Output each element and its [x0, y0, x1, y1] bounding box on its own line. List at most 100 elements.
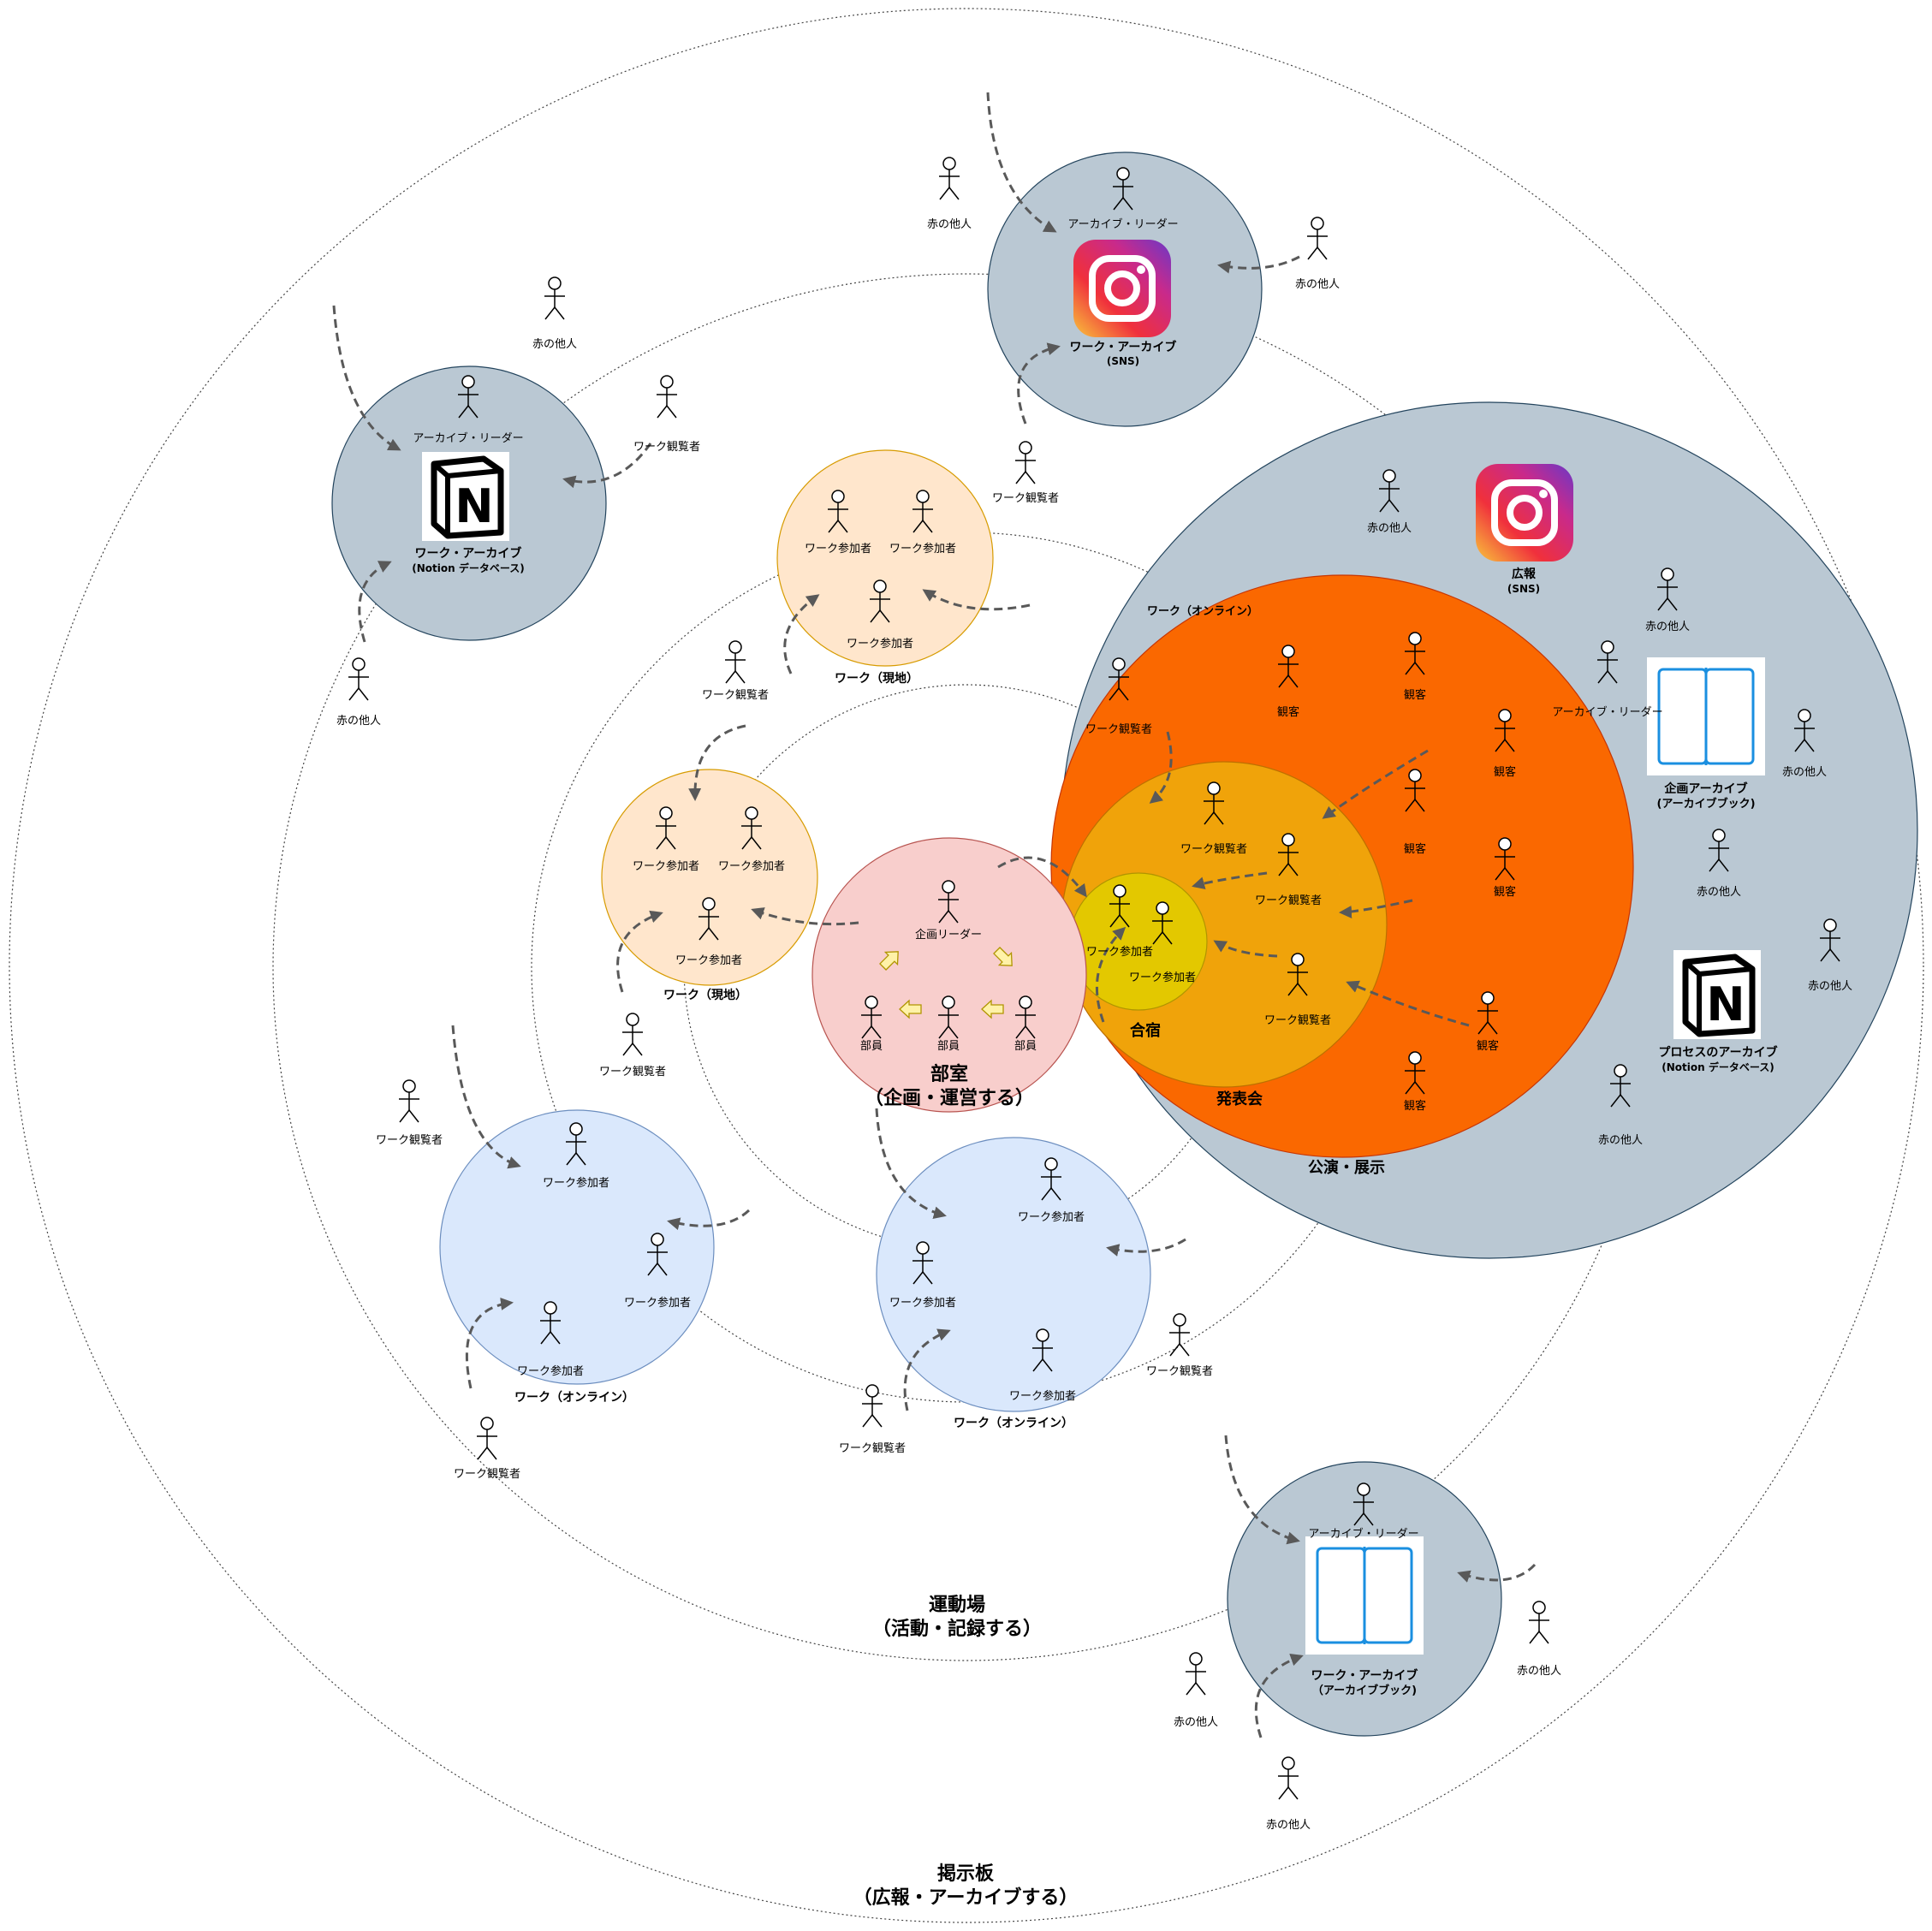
work-online-circle-1 — [439, 1109, 715, 1385]
label-work-genchi-1: ワーク（現地） — [835, 671, 918, 686]
label-notion-archive-sub: (Notion データベース) — [412, 561, 524, 574]
flow-arrow — [358, 561, 392, 643]
actor-icon — [861, 1384, 883, 1428]
flow-arrow — [1224, 1435, 1300, 1545]
flow-arrow — [1106, 1238, 1186, 1257]
label-happyo: 発表会 — [1216, 1090, 1263, 1108]
archive-book-icon — [1645, 656, 1767, 777]
flow-arrow — [1213, 940, 1278, 958]
subtitle-keijiban: （広報・アーカイブする） — [853, 1886, 1079, 1909]
actor-icon — [1014, 441, 1037, 484]
flow-arrow — [1017, 342, 1061, 425]
notion-icon — [422, 452, 509, 541]
ring-keijiban — [9, 8, 1924, 1923]
actor-icon — [1185, 1652, 1207, 1696]
subtitle-undojo: （活動・記録する） — [872, 1618, 1042, 1640]
role-label: ワーク参加者 — [633, 859, 699, 873]
label-koen: 公演・展示 — [1308, 1158, 1385, 1177]
role-label: 赤の他人 — [1367, 522, 1412, 535]
work-online-circle-2 — [876, 1137, 1151, 1412]
role-label: アーカイブ・リーダー — [1308, 1527, 1418, 1541]
flow-arrow — [986, 92, 1057, 233]
role-label: ワーク観覧者 — [1180, 842, 1247, 856]
role-label: 赤の他人 — [1645, 621, 1690, 633]
role-label: 観客 — [1404, 842, 1426, 856]
instagram-icon — [1476, 464, 1573, 561]
actor-icon — [544, 276, 566, 320]
role-label: ワーク参加者 — [675, 954, 742, 967]
flow-arrow — [1339, 899, 1413, 918]
role-label: アーカイブ・リーダー — [1067, 217, 1178, 231]
label-book-archive: ワーク・アーカイブ — [1311, 1668, 1418, 1683]
role-label: ワーク観覧者 — [1264, 1013, 1331, 1027]
role-label: 赤の他人 — [1808, 980, 1852, 993]
role-label: ワーク参加者 — [805, 542, 871, 556]
role-label: ワーク観覧者 — [1085, 722, 1152, 736]
flow-arrow — [667, 1209, 751, 1231]
label-work-online-2: ワーク（オンライン） — [954, 1417, 1073, 1430]
label-work-online-big: ワーク（オンライン） — [1147, 604, 1258, 618]
role-label: ワーク参加者 — [889, 542, 956, 556]
label-kikaku-archive: 企画アーカイブ — [1663, 781, 1747, 796]
flow-arrow — [1095, 926, 1127, 1023]
actor-icon — [1528, 1601, 1550, 1644]
work-genchi-circle-2 — [601, 769, 818, 986]
role-label: 部員 — [937, 1040, 960, 1053]
role-label: アーカイブ・リーダー — [413, 431, 523, 445]
role-label: 赤の他人 — [927, 218, 972, 231]
label-book-archive-sub: （アーカイブブック) — [1312, 1684, 1417, 1697]
flow-arrow — [903, 1328, 951, 1411]
role-label: ワーク観覧者 — [599, 1065, 666, 1078]
flow-arrow — [875, 1108, 947, 1220]
flow-arrow — [1149, 731, 1173, 804]
instagram-icon — [1073, 240, 1171, 337]
role-label: 赤の他人 — [1517, 1665, 1561, 1678]
actor-icon — [656, 375, 678, 419]
role-label: アーカイブ・リーダー — [1552, 705, 1662, 719]
flow-arrow — [1322, 749, 1429, 819]
role-label: 赤の他人 — [1782, 766, 1827, 779]
role-label: 観客 — [1404, 688, 1426, 702]
actor-icon — [1306, 217, 1329, 260]
role-label: ワーク参加者 — [1018, 1210, 1085, 1224]
title-undojo: 運動場 — [929, 1595, 985, 1616]
flow-arrow — [451, 1025, 521, 1169]
actor-icon — [348, 657, 370, 701]
role-label: 観客 — [1477, 1039, 1499, 1053]
role-label: 赤の他人 — [336, 715, 381, 728]
bushitsu-circle — [811, 837, 1087, 1113]
flow-arrow — [616, 910, 663, 993]
role-label: 赤の他人 — [1295, 278, 1340, 291]
label-work-genchi-2: ワーク（現地） — [663, 988, 747, 1002]
label-kikaku-archive-sub: (アーカイブブック) — [1656, 797, 1755, 811]
archive-book-icon — [1304, 1535, 1425, 1656]
role-label: 赤の他人 — [1598, 1134, 1643, 1147]
flow-arrow — [997, 856, 1087, 898]
flow-arrow — [465, 1297, 514, 1389]
actor-icon — [938, 157, 960, 200]
role-label: ワーク参加者 — [543, 1176, 609, 1190]
role-label: 観客 — [1277, 705, 1299, 719]
flow-arrow — [1254, 1653, 1304, 1738]
actor-icon — [1168, 1313, 1191, 1357]
title-keijiban: 掲示板 — [937, 1863, 995, 1885]
title-bushitsu: 部室 — [930, 1063, 968, 1085]
flow-arrow — [562, 443, 652, 489]
role-label: 部員 — [860, 1040, 883, 1053]
flow-arrow — [1346, 980, 1470, 1027]
label-process-archive-sub: (Notion データベース) — [1662, 1061, 1774, 1073]
label-process-archive: プロセスのアーカイブ — [1658, 1045, 1777, 1060]
role-label: ワーク観覧者 — [633, 440, 700, 454]
role-label: 赤の他人 — [1697, 886, 1741, 899]
role-label: 観客 — [1494, 765, 1516, 779]
flow-arrow — [688, 724, 746, 801]
role-label: ワーク観覧者 — [1255, 894, 1322, 907]
actor-icon — [398, 1079, 420, 1123]
actor-icon — [476, 1417, 498, 1460]
role-label: ワーク観覧者 — [454, 1467, 520, 1481]
role-label: 赤の他人 — [1266, 1819, 1311, 1832]
label-sns-archive: ワーク・アーカイブ — [1070, 340, 1177, 354]
role-label: 赤の他人 — [532, 338, 577, 351]
flow-arrow — [1457, 1563, 1537, 1583]
